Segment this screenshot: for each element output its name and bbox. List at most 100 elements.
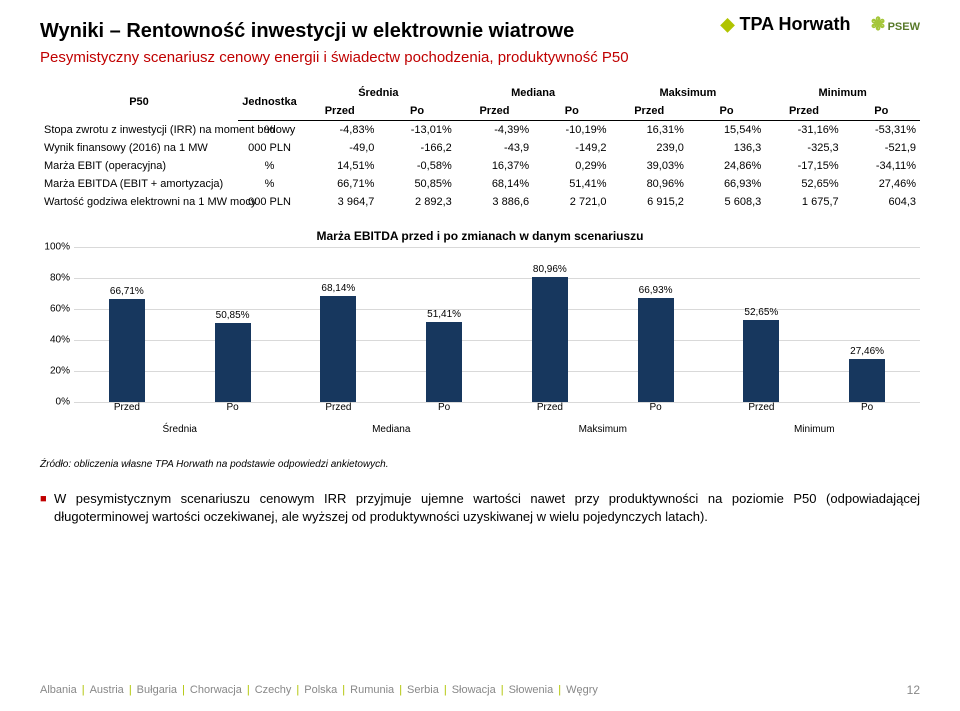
table-cell: -166,2 <box>378 139 455 157</box>
bar-slot: 51,41% <box>391 247 497 402</box>
table-cell: -4,83% <box>301 121 378 140</box>
table-cell: 52,65% <box>765 175 842 193</box>
results-table: P50 Jednostka Średnia Mediana Maksimum M… <box>40 84 920 211</box>
bar <box>320 296 356 402</box>
sub-header: Przed <box>611 102 688 121</box>
row-unit: 000 PLN <box>238 139 301 157</box>
bar <box>638 298 674 402</box>
footer: Albania|Austria|Bułgaria|Chorwacja|Czech… <box>40 683 920 697</box>
table-head: P50 Jednostka Średnia Mediana Maksimum M… <box>40 84 920 121</box>
x-group-label: Minimum <box>709 424 921 435</box>
table-cell: 3 886,6 <box>456 193 533 211</box>
x-group-label: Maksimum <box>497 424 709 435</box>
table-cell: 66,71% <box>301 175 378 193</box>
bar <box>532 277 568 402</box>
table-cell: 2 721,0 <box>533 193 610 211</box>
bar-slot: 80,96% <box>497 247 603 402</box>
page-subtitle: Pesymistyczny scenariusz cenowy energii … <box>40 49 920 66</box>
x-sub-label: Przed <box>286 402 392 422</box>
y-tick-label: 60% <box>50 304 70 315</box>
bar <box>109 299 145 402</box>
group-header-3: Minimum <box>765 84 920 102</box>
logo-block: ◆ TPA Horwath ❃PSEW <box>721 14 920 35</box>
psew-swirl-icon: ❃ <box>871 14 886 34</box>
table-body: Stopa zwrotu z inwestycji (IRR) na momen… <box>40 121 920 212</box>
psew-text: PSEW <box>888 21 920 33</box>
table-cell: 80,96% <box>611 175 688 193</box>
chart-plot-area: 0%20%40%60%80%100% 66,71%50,85%68,14%51,… <box>74 247 920 422</box>
table-row: Wynik finansowy (2016) na 1 MW000 PLN-49… <box>40 139 920 157</box>
footer-country: Węgry <box>566 684 598 696</box>
sub-header: Po <box>688 102 765 121</box>
bar <box>215 323 251 402</box>
bar <box>426 322 462 402</box>
footer-country: Słowenia <box>509 684 554 696</box>
table-row: Marża EBITDA (EBIT + amortyzacja)%66,71%… <box>40 175 920 193</box>
y-axis: 0%20%40%60%80%100% <box>40 247 74 402</box>
table-row: Stopa zwrotu z inwestycji (IRR) na momen… <box>40 121 920 140</box>
table-row: Wartość godziwa elektrowni na 1 MW mocy0… <box>40 193 920 211</box>
sub-header: Przed <box>765 102 842 121</box>
table-cell: -34,11% <box>843 157 920 175</box>
x-sub-label: Przed <box>497 402 603 422</box>
table-cell: 68,14% <box>456 175 533 193</box>
y-tick-label: 0% <box>56 397 70 408</box>
table-cell: 16,31% <box>611 121 688 140</box>
table-group-row: P50 Jednostka Średnia Mediana Maksimum M… <box>40 84 920 102</box>
psew-logo: ❃PSEW <box>871 14 921 35</box>
page: ◆ TPA Horwath ❃PSEW Wyniki – Rentowność … <box>0 0 960 711</box>
row-unit: % <box>238 175 301 193</box>
source-note: Źródło: obliczenia własne TPA Horwath na… <box>40 459 920 470</box>
row-label: Marża EBITDA (EBIT + amortyzacja) <box>40 175 238 193</box>
x-axis-group: ŚredniaMedianaMaksimumMinimum <box>74 424 920 435</box>
table-cell: -43,9 <box>456 139 533 157</box>
table-cell: -31,16% <box>765 121 842 140</box>
y-tick-label: 40% <box>50 335 70 346</box>
row-label: Wynik finansowy (2016) na 1 MW <box>40 139 238 157</box>
group-header-0: Średnia <box>301 84 456 102</box>
x-sub-label: Po <box>814 402 920 422</box>
table-cell: -521,9 <box>843 139 920 157</box>
table-cell: 6 915,2 <box>611 193 688 211</box>
table-cell: 604,3 <box>843 193 920 211</box>
table-cell: -325,3 <box>765 139 842 157</box>
footer-separator: | <box>242 684 255 696</box>
footer-separator: | <box>337 684 350 696</box>
bar-slot: 52,65% <box>709 247 815 402</box>
footer-country: Bułgaria <box>137 684 177 696</box>
bar-slot: 68,14% <box>286 247 392 402</box>
x-sub-label: Po <box>180 402 286 422</box>
footer-country: Rumunia <box>350 684 394 696</box>
table-cell: -17,15% <box>765 157 842 175</box>
table-cell: 5 608,3 <box>688 193 765 211</box>
table-cell: 27,46% <box>843 175 920 193</box>
bar-slot: 66,93% <box>603 247 709 402</box>
table-cell: -53,31% <box>843 121 920 140</box>
group-header-1: Mediana <box>456 84 611 102</box>
table-cell: 136,3 <box>688 139 765 157</box>
footer-countries: Albania|Austria|Bułgaria|Chorwacja|Czech… <box>40 684 598 696</box>
bar <box>743 320 779 402</box>
footer-country: Polska <box>304 684 337 696</box>
table-cell: 50,85% <box>378 175 455 193</box>
sub-header: Przed <box>456 102 533 121</box>
table-cell: 2 892,3 <box>378 193 455 211</box>
row-label: Marża EBIT (operacyjna) <box>40 157 238 175</box>
chart-title: Marża EBITDA przed i po zmianach w danym… <box>40 229 920 243</box>
bar-slot: 66,71% <box>74 247 180 402</box>
x-sub-label: Po <box>603 402 709 422</box>
unit-header: Jednostka <box>238 84 301 121</box>
y-tick-label: 100% <box>44 242 70 253</box>
group-header-2: Maksimum <box>611 84 766 102</box>
table-cell: 51,41% <box>533 175 610 193</box>
table-cell: -13,01% <box>378 121 455 140</box>
page-number: 12 <box>907 683 920 697</box>
bar-slot: 27,46% <box>814 247 920 402</box>
table-cell: 15,54% <box>688 121 765 140</box>
corner-p50: P50 <box>40 84 238 121</box>
footer-separator: | <box>394 684 407 696</box>
table-row: Marża EBIT (operacyjna)%14,51%-0,58%16,3… <box>40 157 920 175</box>
table-cell: 66,93% <box>688 175 765 193</box>
bar-value-label: 50,85% <box>216 310 250 321</box>
footer-country: Albania <box>40 684 77 696</box>
